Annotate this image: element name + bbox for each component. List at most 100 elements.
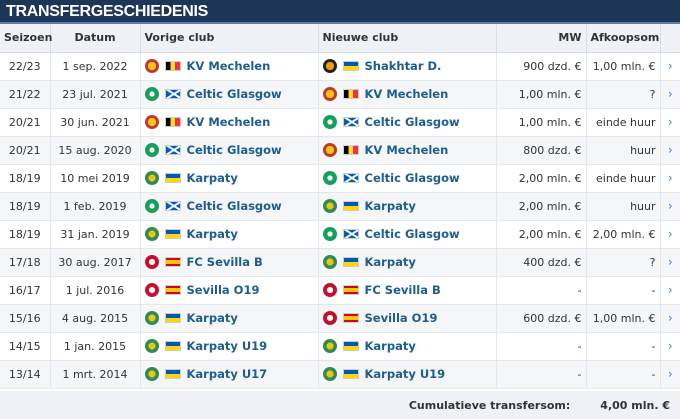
table-row[interactable]: 20/21 15 aug. 2020 Celtic Glasgow KV Mechel… [0, 136, 680, 165]
fee-cell: huur [586, 136, 661, 165]
table-row[interactable]: 18/19 10 mei 2019 Karpaty Celtic Glasgow 2,0… [0, 164, 680, 193]
from-club-link[interactable]: FC Sevilla B [186, 255, 263, 269]
total-transfer-label: Cumulatieve transfersom: [408, 398, 571, 412]
from-club-link[interactable]: Karpaty [186, 311, 238, 325]
to-club-link[interactable]: FC Sevilla B [364, 283, 441, 297]
table-body: 22/23 1 sep. 2022 KV Mechelen Shakhtar D. 90… [0, 52, 680, 389]
table-row[interactable]: 21/22 23 jul. 2021 Celtic Glasgow KV Mechel… [0, 80, 680, 109]
karpaty-crest-icon[interactable] [322, 255, 337, 269]
flag-es-icon [164, 285, 181, 295]
from-club-cell: FC Sevilla B [140, 248, 319, 277]
celtic-crest-icon[interactable] [322, 171, 337, 185]
from-club-cell: Karpaty [140, 304, 319, 333]
row-details-chevron-icon[interactable]: › [660, 220, 680, 249]
karpaty-crest-icon[interactable] [144, 227, 159, 241]
to-club-link[interactable]: Celtic Glasgow [364, 227, 460, 241]
flag-sc-icon [342, 229, 359, 239]
to-club-link[interactable]: Celtic Glasgow [364, 115, 460, 129]
celtic-crest-icon[interactable] [322, 227, 337, 241]
from-club-link[interactable]: KV Mechelen [186, 115, 271, 129]
to-club-link[interactable]: Karpaty [364, 255, 416, 269]
to-club-link[interactable]: KV Mechelen [364, 143, 449, 157]
table-row[interactable]: 22/23 1 sep. 2022 KV Mechelen Shakhtar D. 90… [0, 52, 680, 81]
karpaty-crest-icon[interactable] [322, 367, 337, 381]
celtic-crest-icon[interactable] [144, 199, 159, 213]
to-club-link[interactable]: Karpaty U19 [364, 367, 446, 381]
celtic-crest-icon[interactable] [322, 115, 337, 129]
from-club-link[interactable]: Karpaty U19 [186, 339, 268, 353]
to-club: Celtic Glasgow [322, 115, 492, 129]
to-club-link[interactable]: Celtic Glasgow [364, 171, 460, 185]
mechelen-crest-icon[interactable] [322, 87, 337, 101]
from-club-cell: KV Mechelen [140, 108, 319, 137]
row-details-chevron-icon[interactable]: › [660, 248, 680, 277]
karpaty-crest-icon[interactable] [144, 311, 159, 325]
karpaty-crest-icon[interactable] [322, 199, 337, 213]
season-cell: 14/15 [0, 332, 51, 361]
table-row[interactable]: 13/14 1 mrt. 2014 Karpaty U17 Karpaty U19 - -… [0, 360, 680, 389]
table-row[interactable]: 20/21 30 jun. 2021 KV Mechelen Celtic Glasg… [0, 108, 680, 137]
table-row[interactable]: 17/18 30 aug. 2017 FC Sevilla B Karpaty 400 … [0, 248, 680, 277]
to-club-cell: KV Mechelen [318, 80, 497, 109]
from-club-cell: Sevilla O19 [140, 276, 319, 305]
row-details-chevron-icon[interactable]: › [660, 80, 680, 109]
row-details-chevron-icon[interactable]: › [660, 332, 680, 361]
row-details-chevron-icon[interactable]: › [660, 192, 680, 221]
table-row[interactable]: 18/19 31 jan. 2019 Karpaty Celtic Glasgow 2,… [0, 220, 680, 249]
season-cell: 20/21 [0, 108, 51, 137]
fee-cell: einde huur [586, 164, 661, 193]
from-club-link[interactable]: Celtic Glasgow [186, 87, 282, 101]
karpaty-crest-icon[interactable] [322, 339, 337, 353]
column-header-to: Nieuwe club [318, 24, 497, 53]
from-club-link[interactable]: Karpaty [186, 171, 238, 185]
fee-cell: - [586, 332, 661, 361]
sevilla-crest-icon[interactable] [322, 283, 337, 297]
table-row[interactable]: 18/19 1 feb. 2019 Celtic Glasgow Karpaty 2,0… [0, 192, 680, 221]
to-club-cell: KV Mechelen [318, 136, 497, 165]
from-club-link[interactable]: Celtic Glasgow [186, 143, 282, 157]
celtic-crest-icon[interactable] [144, 143, 159, 157]
from-club-link[interactable]: Sevilla O19 [186, 283, 260, 297]
to-club-link[interactable]: Shakhtar D. [364, 59, 442, 73]
season-cell: 18/19 [0, 192, 51, 221]
season-cell: 20/21 [0, 136, 51, 165]
row-details-chevron-icon[interactable]: › [660, 276, 680, 305]
fee-cell: ? [586, 248, 661, 277]
to-club-cell: Celtic Glasgow [318, 164, 497, 193]
from-club-link[interactable]: Karpaty [186, 227, 238, 241]
sevilla-crest-icon[interactable] [144, 255, 159, 269]
to-club-link[interactable]: KV Mechelen [364, 87, 449, 101]
celtic-crest-icon[interactable] [144, 87, 159, 101]
karpaty-crest-icon[interactable] [144, 339, 159, 353]
karpaty-crest-icon[interactable] [144, 171, 159, 185]
mechelen-crest-icon[interactable] [144, 59, 159, 73]
season-cell: 13/14 [0, 360, 51, 389]
row-details-chevron-icon[interactable]: › [660, 136, 680, 165]
table-row[interactable]: 15/16 4 aug. 2015 Karpaty Sevilla O19 600 dz… [0, 304, 680, 333]
table-row[interactable]: 16/17 1 jul. 2016 Sevilla O19 FC Sevilla B -… [0, 276, 680, 305]
to-club-link[interactable]: Karpaty [364, 339, 416, 353]
mechelen-crest-icon[interactable] [322, 143, 337, 157]
mechelen-crest-icon[interactable] [144, 115, 159, 129]
to-club-cell: Celtic Glasgow [318, 108, 497, 137]
row-details-chevron-icon[interactable]: › [660, 164, 680, 193]
from-club-link[interactable]: KV Mechelen [186, 59, 271, 73]
sevilla-crest-icon[interactable] [144, 283, 159, 297]
section-title: TRANSFERGESCHIEDENIS [0, 0, 680, 24]
market-value-cell: 900 dzd. € [496, 52, 587, 81]
to-club-link[interactable]: Sevilla O19 [364, 311, 438, 325]
from-club-link[interactable]: Karpaty U17 [186, 367, 268, 381]
row-details-chevron-icon[interactable]: › [660, 304, 680, 333]
row-details-chevron-icon[interactable]: › [660, 52, 680, 81]
table-row[interactable]: 14/15 1 jan. 2015 Karpaty U19 Karpaty - - › [0, 332, 680, 361]
date-cell: 1 jan. 2015 [50, 332, 141, 361]
to-club-link[interactable]: Karpaty [364, 199, 416, 213]
row-details-chevron-icon[interactable]: › [660, 108, 680, 137]
shakhtar-crest-icon[interactable] [322, 59, 337, 73]
season-cell: 21/22 [0, 80, 51, 109]
karpaty-crest-icon[interactable] [144, 367, 159, 381]
row-details-chevron-icon[interactable]: › [660, 360, 680, 389]
sevilla-crest-icon[interactable] [322, 311, 337, 325]
from-club-link[interactable]: Celtic Glasgow [186, 199, 282, 213]
